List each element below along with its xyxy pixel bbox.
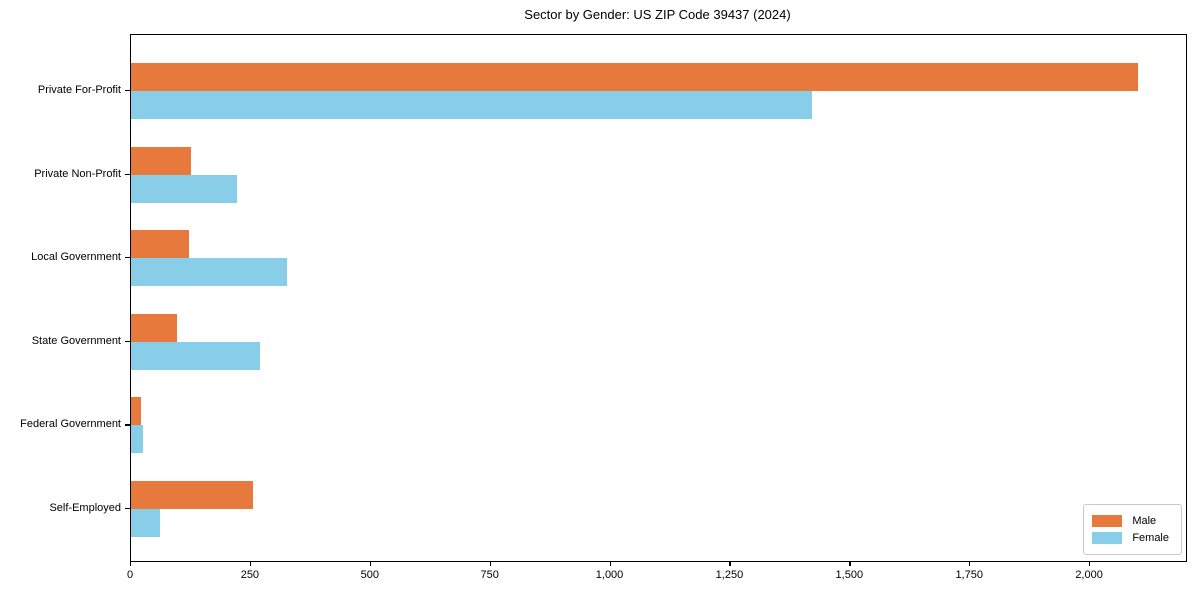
x-tick-label-250: 250 [240, 569, 260, 581]
y-tick-mark [125, 508, 130, 510]
x-tick-label-2000: 2,000 [1075, 569, 1103, 581]
bar-female-federal-government [131, 425, 143, 454]
bar-male-self-employed [131, 481, 254, 509]
x-tick-label-1250: 1,250 [715, 569, 744, 581]
y-tick-label-private-non-profit: Private Non-Profit [34, 167, 121, 180]
chart-title: Sector by Gender: US ZIP Code 39437 (202… [524, 7, 791, 22]
x-tick-label-0: 0 [126, 569, 134, 581]
x-tick-mark [609, 561, 611, 566]
legend-swatch-male [1092, 515, 1123, 527]
x-tick-label-1000: 1,000 [595, 569, 624, 581]
y-tick-label-local-government: Local Government [31, 251, 121, 264]
y-tick-label-federal-government: Federal Government [20, 418, 121, 431]
x-tick-mark [369, 561, 371, 566]
legend-label-female: Female [1132, 532, 1169, 544]
bar-female-private-for-profit [131, 91, 812, 119]
bar-male-federal-government [131, 397, 141, 426]
y-tick-label-private-for-profit: Private For-Profit [37, 84, 121, 96]
y-tick-mark [125, 424, 130, 426]
bar-female-private-non-profit [131, 174, 237, 203]
x-tick-mark [489, 561, 491, 566]
x-tick-label-750: 750 [480, 569, 499, 581]
y-tick-label-state-government: State Government [31, 334, 121, 347]
y-tick-label-self-employed: Self-Employed [49, 502, 121, 514]
y-tick-mark [125, 173, 130, 175]
x-tick-mark [130, 561, 132, 566]
bar-female-state-government [131, 341, 261, 370]
legend-item-female: Female [1092, 531, 1169, 545]
x-tick-mark [849, 561, 851, 566]
legend-item-male: Male [1092, 514, 1169, 528]
bar-male-private-non-profit [131, 146, 191, 175]
plot-area: Male Female [130, 34, 1187, 562]
x-tick-label-1500: 1,500 [835, 569, 864, 581]
legend-label-male: Male [1132, 515, 1157, 527]
x-tick-mark [729, 561, 731, 566]
x-tick-mark [969, 561, 971, 566]
bar-female-self-employed [131, 509, 160, 537]
bar-male-state-government [131, 313, 177, 342]
legend: Male Female [1083, 504, 1182, 555]
x-tick-label-1750: 1,750 [955, 569, 983, 581]
x-tick-mark [249, 561, 252, 566]
y-tick-mark [125, 340, 130, 342]
legend-swatch-female [1092, 532, 1123, 544]
bar-male-private-for-profit [131, 63, 1139, 91]
x-tick-label-500: 500 [360, 569, 379, 581]
y-tick-mark [125, 90, 130, 92]
bar-male-local-government [131, 230, 189, 259]
x-tick-mark [1089, 561, 1091, 566]
bar-female-local-government [131, 258, 287, 287]
y-tick-mark [125, 257, 130, 259]
